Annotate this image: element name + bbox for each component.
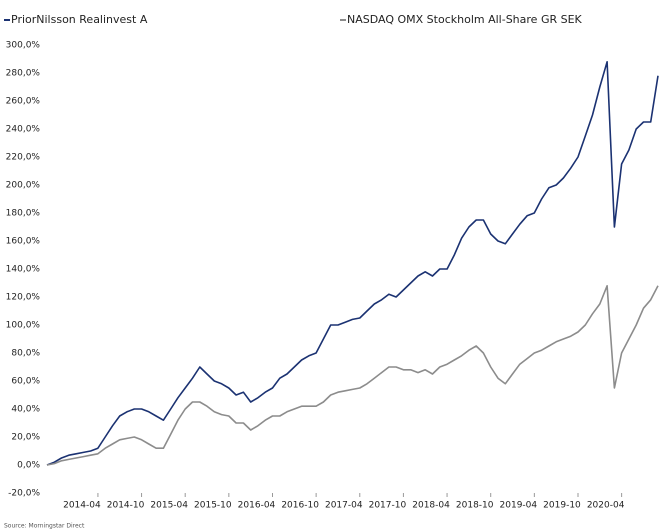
y-tick-label: 240,0% <box>6 125 41 135</box>
x-tick-label: 2018-10 <box>456 501 494 511</box>
x-tick-label: 2020-04 <box>587 501 625 511</box>
y-tick-label: 120,0% <box>6 293 41 303</box>
y-tick-label: 200,0% <box>6 181 41 191</box>
series-line <box>46 61 659 466</box>
y-tick-label: 160,0% <box>6 237 41 247</box>
legend-label: PriorNilsson Realinvest A <box>11 13 148 26</box>
y-tick-label: 220,0% <box>6 153 41 163</box>
x-tick-label: 2019-04 <box>500 501 538 511</box>
x-tick-label: 2014-10 <box>107 501 145 511</box>
y-tick-label: 140,0% <box>6 265 41 275</box>
x-tick-label: 2017-04 <box>325 501 363 511</box>
y-tick-label: 0,0% <box>17 461 40 471</box>
y-tick-label: 20,0% <box>11 433 40 443</box>
y-tick-label: 300,0% <box>6 41 41 51</box>
y-tick-label: 280,0% <box>6 69 41 79</box>
y-tick-label: 180,0% <box>6 209 41 219</box>
x-tick-label: 2016-10 <box>281 501 319 511</box>
y-tick-label: 80,0% <box>11 349 40 359</box>
x-tick-label: 2017-10 <box>369 501 407 511</box>
x-tick-label: 2018-04 <box>412 501 450 511</box>
y-tick-label: 100,0% <box>6 321 41 331</box>
legend-label: NASDAQ OMX Stockholm All-Share GR SEK <box>347 13 583 26</box>
x-tick-label: 2015-04 <box>150 501 188 511</box>
y-tick-label: -20,0% <box>8 489 40 499</box>
source-note: Source: Morningstar Direct <box>4 523 85 530</box>
x-tick-label: 2016-04 <box>238 501 276 511</box>
x-tick-label: 2019-10 <box>543 501 581 511</box>
y-tick-label: 260,0% <box>6 97 41 107</box>
x-tick-label: 2014-04 <box>63 501 101 511</box>
y-tick-label: 40,0% <box>11 405 40 415</box>
y-tick-label: 60,0% <box>11 377 40 387</box>
series-line <box>46 285 659 466</box>
x-tick-label: 2015-10 <box>194 501 232 511</box>
